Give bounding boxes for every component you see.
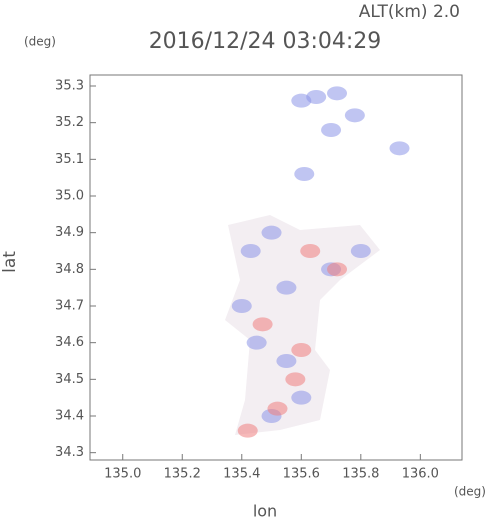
y-tick-label: 34.6	[55, 335, 84, 350]
plot-frame	[89, 74, 463, 461]
echo-point	[285, 372, 306, 387]
y-tick-label: 35.0	[55, 189, 84, 204]
echo-point	[294, 167, 315, 181]
x-tick-label: 135.0	[104, 467, 141, 482]
echo-point	[231, 299, 252, 313]
echo-point	[350, 244, 371, 258]
chart-title: 2016/12/24 03:04:29	[149, 29, 382, 54]
y-axis-label: lat	[0, 251, 20, 273]
echo-point	[252, 317, 273, 332]
echo-point	[389, 141, 410, 156]
echo-point	[240, 244, 261, 258]
y-tick-label: 34.8	[55, 262, 84, 277]
echo-point	[327, 262, 348, 277]
y-tick-label: 34.4	[55, 409, 84, 424]
x-tick-label: 135.4	[223, 467, 260, 482]
echo-point	[291, 390, 312, 405]
y-tick-label: 34.7	[55, 299, 84, 314]
altitude: ALT(km) 2.0	[359, 2, 460, 22]
x-tick-label: 135.2	[164, 467, 201, 482]
y-unit: (deg)	[24, 35, 56, 49]
echo-point	[246, 335, 267, 350]
x-tick-label: 135.6	[283, 467, 320, 482]
y-tick-label: 34.9	[55, 225, 84, 240]
echo-point	[300, 244, 321, 258]
echo-point	[261, 225, 282, 240]
x-tick-label: 136.0	[402, 467, 439, 482]
echo-point	[321, 123, 342, 137]
echo-point	[344, 108, 365, 123]
y-tick-label: 34.3	[55, 445, 84, 460]
x-tick-label: 135.8	[342, 467, 379, 482]
echo-point	[327, 86, 348, 101]
echo-point	[276, 280, 297, 295]
y-tick-label: 34.5	[55, 372, 84, 387]
x-unit: (deg)	[454, 485, 486, 499]
x-axis-label: lon	[253, 502, 277, 521]
echo-point	[291, 343, 312, 357]
echo-point	[291, 93, 312, 108]
echo-point	[276, 354, 297, 368]
y-tick-label: 35.2	[55, 115, 84, 130]
echo-point	[267, 401, 288, 416]
echo-point	[237, 423, 258, 438]
y-tick-label: 35.3	[55, 79, 84, 94]
y-tick-label: 35.1	[55, 152, 84, 167]
